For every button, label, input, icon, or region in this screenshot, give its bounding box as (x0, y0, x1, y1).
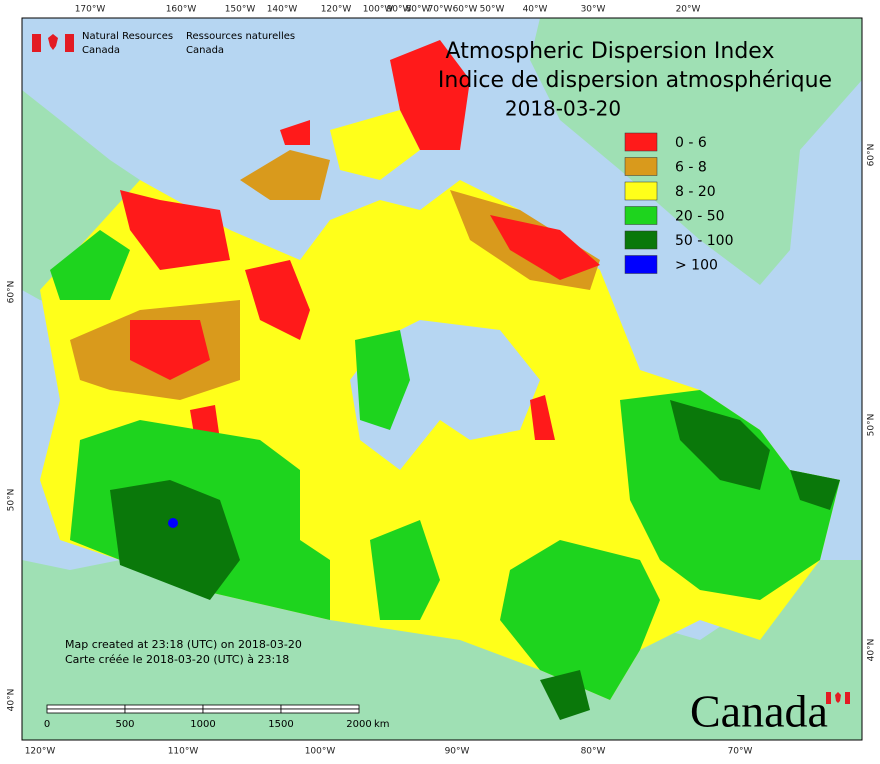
scale-label: 1000 (190, 719, 215, 730)
logo-fr: Ressources naturelles (186, 31, 295, 42)
footer-fr: Carte créée le 2018-03-20 (UTC) à 23:18 (65, 653, 289, 666)
bottom-lon-label: 110°W (168, 747, 199, 757)
top-lon-label: 60°W (453, 5, 478, 15)
top-lon-label: 160°W (166, 5, 197, 15)
top-lon-label: 90°W (387, 5, 412, 15)
title-fr: Indice de dispersion atmosphérique (438, 68, 832, 93)
top-lon-label: 80°W (406, 5, 431, 15)
dark-green-area (790, 470, 840, 510)
right-lat-label: 40°N (867, 639, 877, 662)
top-lon-label: 140°W (267, 5, 298, 15)
legend-label: > 100 (675, 258, 718, 274)
legend-label: 20 - 50 (675, 209, 725, 225)
red-area (530, 395, 555, 440)
flag-bar (65, 34, 74, 52)
top-lon-label: 40°W (523, 5, 548, 15)
island (330, 110, 420, 180)
flag-bar (845, 692, 850, 704)
legend-swatch (624, 157, 658, 176)
green-area (370, 520, 440, 620)
bottom-lon-label: 90°W (445, 747, 470, 757)
scale-segment (280, 708, 360, 714)
red-area (245, 260, 310, 340)
bottom-lon-label: 100°W (305, 747, 336, 757)
right-lat-label: 60°N (867, 144, 877, 167)
green-area (50, 230, 130, 300)
legend: 0 - 6 6 - 8 8 - 20 20 - 50 50 - 100 > 100 (624, 132, 734, 274)
bottom-lon-label: 80°W (581, 747, 606, 757)
red-area (120, 190, 230, 270)
legend-swatch (624, 181, 658, 201)
title-en: Atmospheric Dispersion Index (446, 39, 775, 64)
top-lon-label: 20°W (676, 5, 701, 15)
baffin-red (490, 215, 600, 280)
scale-segment (124, 704, 204, 710)
left-lat-label: 60°N (7, 281, 17, 304)
top-lon-label: 70°W (428, 5, 453, 15)
flag-leaf (48, 34, 58, 50)
legend-label: 0 - 6 (675, 135, 707, 151)
island (240, 150, 330, 200)
bottom-lon-label: 70°W (728, 747, 753, 757)
bottom-lon-label: 120°W (25, 747, 56, 757)
left-lat-label: 50°N (7, 489, 17, 512)
scale-label: 1500 (268, 719, 293, 730)
top-lon-label: 170°W (75, 5, 106, 15)
top-lon-label: 150°W (225, 5, 256, 15)
right-lat-label: 50°N (867, 414, 877, 437)
legend-swatch (624, 230, 658, 250)
scale-segment (202, 708, 282, 714)
logo: Natural Resources Canada Ressources natu… (32, 31, 295, 56)
scale-segment (46, 708, 126, 714)
scale-segment (124, 708, 204, 714)
scale-segment (202, 704, 282, 710)
legend-swatch (624, 255, 658, 274)
wordmark: Canada (690, 686, 828, 737)
red-area (130, 320, 210, 380)
top-lon-label: 120°W (321, 5, 352, 15)
flag-leaf (835, 692, 841, 703)
legend-swatch (624, 206, 658, 225)
green-area (355, 330, 410, 430)
flag-bar (826, 692, 831, 704)
wordmark-flag (826, 692, 850, 704)
scale-segment (46, 704, 126, 710)
scale-label: 2000 (346, 719, 371, 730)
logo-en: Canada (82, 45, 120, 56)
map-frame (21, 17, 863, 741)
legend-label: 50 - 100 (675, 233, 734, 249)
dark-green-area (670, 400, 770, 490)
top-lon-label: 100°W (363, 5, 394, 15)
logo-en: Natural Resources (82, 31, 173, 42)
green-area (620, 390, 840, 600)
footer-en: Map created at 23:18 (UTC) on 2018-03-20 (65, 638, 302, 651)
scale-unit: km (374, 719, 390, 730)
dark-green-area (540, 670, 590, 720)
scale-label: 500 (115, 719, 134, 730)
logo-fr: Canada (186, 45, 224, 56)
left-lat-label: 40°N (7, 689, 17, 712)
legend-label: 6 - 8 (675, 160, 707, 176)
scale-bar: 0 500 1000 1500 2000 km (44, 704, 390, 730)
green-area (500, 540, 660, 700)
legend-swatch (624, 132, 658, 152)
scale-segment (280, 704, 360, 710)
greenland (530, 18, 862, 285)
legend-label: 8 - 20 (675, 184, 716, 200)
blue-spot (168, 518, 178, 528)
top-lon-label: 30°W (581, 5, 606, 15)
title-date: 2018-03-20 (505, 97, 621, 121)
top-lon-label: 50°W (480, 5, 505, 15)
map-area (21, 17, 863, 741)
scale-label: 0 (44, 719, 50, 730)
usa (22, 560, 862, 740)
dark-green-area (110, 480, 240, 600)
island (390, 40, 470, 150)
flag-bar (32, 34, 41, 52)
island (280, 120, 310, 145)
